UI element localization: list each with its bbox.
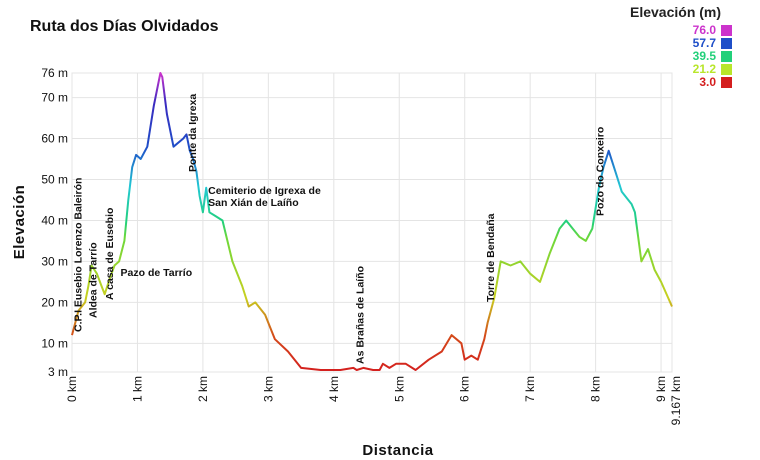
x-tick-label: 5 km — [392, 376, 406, 402]
legend-value: 76.0 — [693, 23, 717, 37]
x-tick-label: 0 km — [65, 376, 79, 402]
y-axis-ticks: 3 m 10 m 20 m 30 m 40 m 50 m 60 m 70 m 76 m — [41, 66, 68, 379]
x-tick-label: 4 km — [327, 376, 341, 402]
poi-label: San Xián de Laíño — [208, 197, 298, 209]
poi-label: Pozo do Conxeiro — [594, 127, 606, 216]
x-tick-label: 6 km — [458, 376, 472, 402]
x-tick-label: 9 km — [654, 376, 668, 402]
y-tick-label: 50 m — [41, 172, 68, 186]
x-tick-label: 3 km — [261, 376, 275, 402]
x-tick-label: 1 km — [130, 376, 144, 402]
poi-label: C.P.I Eusebio Lorenzo Baleirón — [73, 178, 85, 332]
legend-title: Elevación (m) — [630, 4, 721, 20]
y-tick-label: 60 m — [41, 132, 68, 146]
poi-label: A casa de Eusebio — [104, 208, 116, 300]
chart-title: Ruta dos Días Olvidados — [30, 18, 219, 35]
poi-label: Ponte da Igrexa — [187, 94, 199, 172]
y-tick-label: 20 m — [41, 295, 68, 309]
y-tick-label: 40 m — [41, 213, 68, 227]
legend-value: 57.7 — [693, 36, 717, 50]
x-axis-ticks: 0 km 1 km 2 km 3 km 4 km 5 km 6 km 7 km 8 km 9 km… — [65, 376, 683, 425]
legend-swatch — [721, 25, 732, 36]
elevation-line — [71, 72, 673, 371]
grid-lines — [71, 72, 672, 373]
x-tick-label: 2 km — [196, 376, 210, 402]
x-tick-label: 9.167 km — [669, 376, 683, 425]
y-tick-label: 76 m — [41, 66, 68, 80]
legend-swatch — [721, 77, 732, 88]
y-tick-label: 30 m — [41, 254, 68, 268]
legend-value: 21.2 — [693, 62, 717, 76]
poi-label: Torre de Bendaña — [485, 213, 497, 302]
y-axis-title: Elevación — [11, 185, 28, 260]
legend-value: 3.0 — [699, 75, 716, 89]
poi-labels: C.P.I Eusebio Lorenzo Baleirón Aldea de T… — [73, 94, 607, 364]
plot-area — [71, 72, 673, 373]
y-tick-label: 10 m — [41, 336, 68, 350]
poi-label: Aldea de Tarrío — [88, 242, 100, 318]
legend-swatch — [721, 38, 732, 49]
y-tick-label: 3 m — [48, 365, 68, 379]
x-axis-title: Distancia — [362, 442, 433, 459]
legend-value: 39.5 — [693, 49, 717, 63]
legend-swatch — [721, 51, 732, 62]
poi-label: Cemiterio de Igrexa de — [208, 185, 321, 197]
x-tick-label: 7 km — [523, 376, 537, 402]
legend: Elevación (m) 76.057.739.521.23.0 — [630, 4, 732, 89]
y-tick-label: 70 m — [41, 91, 68, 105]
legend-swatch — [721, 64, 732, 75]
poi-label: As Brañas de Laíño — [354, 266, 366, 364]
poi-label: Pazo de Tarrío — [121, 267, 193, 279]
x-tick-label: 8 km — [589, 376, 603, 402]
